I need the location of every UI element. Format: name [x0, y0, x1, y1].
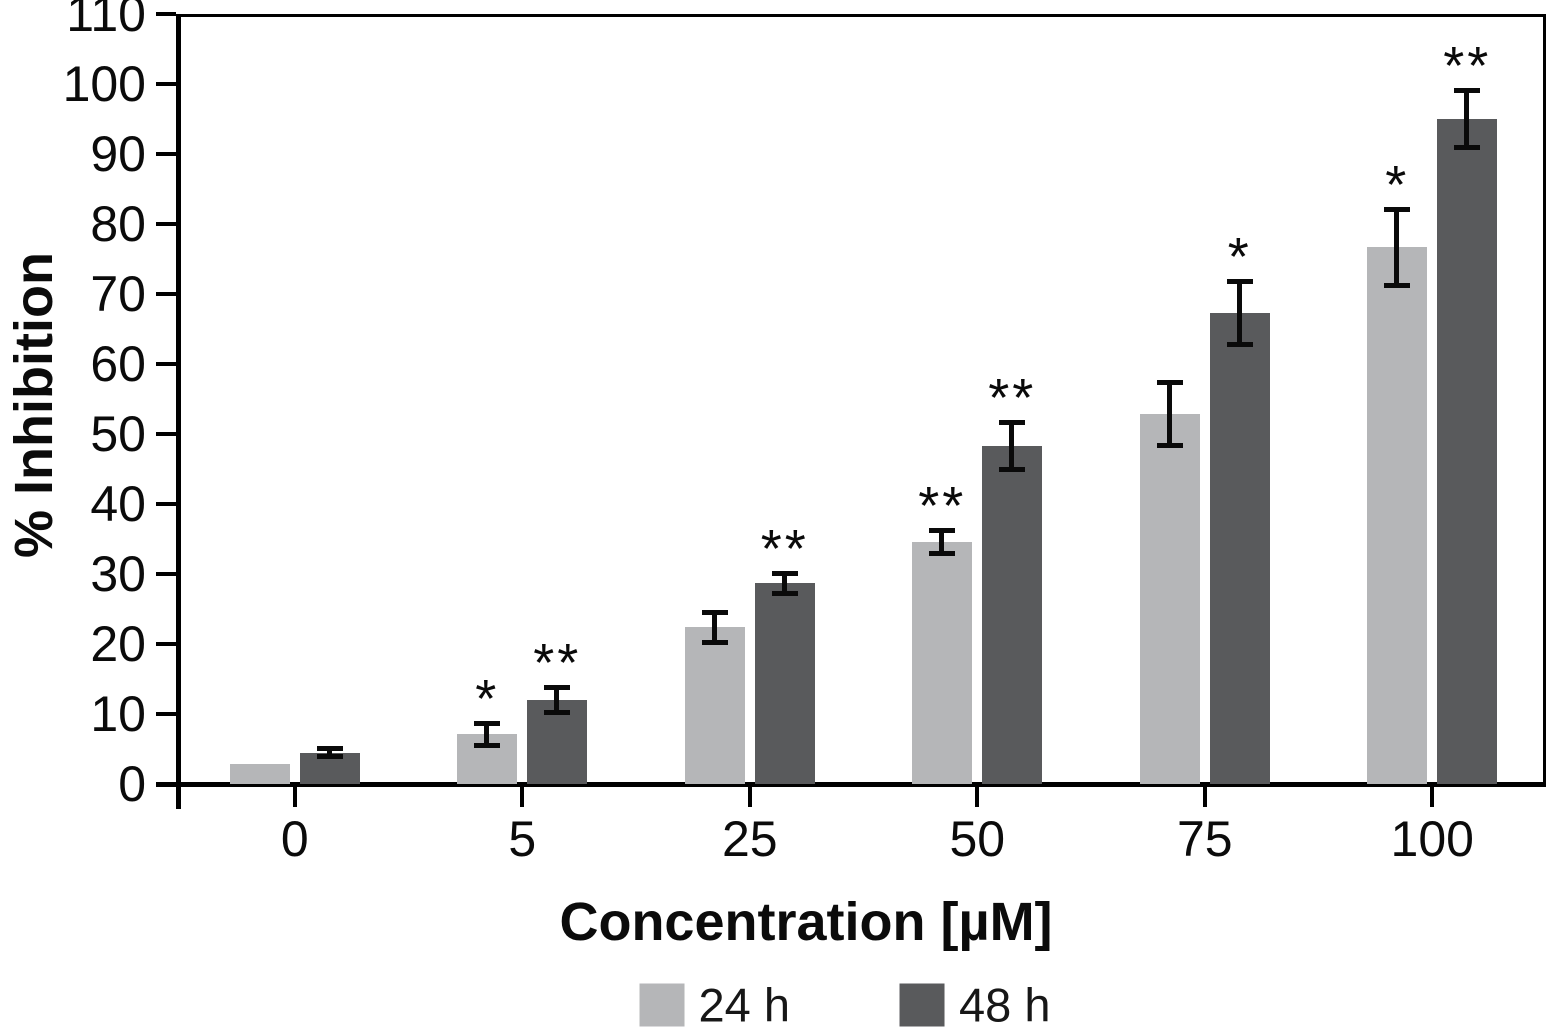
error-bar-cap — [929, 550, 956, 556]
x-tick-label: 50 — [949, 811, 1006, 867]
error-bar — [939, 529, 945, 554]
significance-marker: ** — [760, 518, 809, 579]
error-bar-cap — [474, 742, 501, 748]
error-bar — [484, 723, 490, 746]
bar-24h-0 — [229, 764, 290, 784]
error-bar-cap — [316, 754, 343, 760]
bar-48h-50 — [982, 445, 1043, 784]
significance-marker: ** — [988, 368, 1037, 429]
significance-marker: * — [1227, 226, 1252, 287]
x-tick — [1202, 787, 1207, 807]
error-bar — [1394, 208, 1400, 286]
y-tick — [156, 12, 176, 16]
error-bar-cap — [1454, 145, 1481, 151]
y-tick-label: 10 — [90, 686, 146, 742]
error-bar-cap — [701, 609, 728, 615]
bar-48h-25 — [754, 583, 815, 784]
top-spine — [176, 14, 1546, 17]
x-tick — [975, 787, 980, 807]
error-bar — [1009, 422, 1015, 470]
y-tick — [156, 362, 176, 366]
significance-marker: * — [1385, 154, 1410, 215]
error-bar-cap — [1156, 442, 1183, 448]
legend-label-24h: 24 h — [698, 978, 790, 1030]
y-tick-label: 50 — [90, 406, 146, 462]
x-tick-label: 25 — [721, 811, 778, 867]
x-tick — [292, 787, 297, 807]
y-tick — [156, 572, 176, 576]
significance-marker: * — [475, 669, 500, 730]
y-tick — [156, 222, 176, 226]
error-bar-cap — [771, 570, 798, 576]
legend-item-24h: 24 h — [639, 978, 790, 1030]
x-axis-title: Concentration [µM] — [559, 892, 1053, 952]
legend-label-48h: 48 h — [959, 978, 1051, 1030]
error-bar-cap — [999, 466, 1026, 472]
error-bar — [1236, 280, 1242, 346]
y-tick — [156, 152, 176, 156]
x-tick-label: 5 — [508, 811, 537, 867]
error-bar-cap — [1226, 278, 1253, 284]
bar-48h-100 — [1437, 119, 1498, 784]
x-tick — [520, 787, 525, 807]
y-tick-label: 20 — [90, 616, 146, 672]
x-axis-line — [156, 782, 1546, 787]
error-bar-cap — [1454, 87, 1481, 93]
x-tick — [747, 787, 752, 807]
error-bar-cap — [1156, 379, 1183, 385]
significance-marker: ** — [918, 475, 967, 536]
error-bar-cap — [771, 590, 798, 596]
y-tick — [156, 82, 176, 86]
bar-24h-50 — [912, 541, 973, 784]
y-tick — [156, 642, 176, 646]
error-bar-cap — [1384, 206, 1411, 212]
error-bar — [711, 611, 717, 643]
right-spine — [1543, 14, 1546, 787]
x-tick — [1430, 787, 1435, 807]
y-tick-label: 70 — [90, 266, 146, 322]
bar-24h-25 — [684, 627, 745, 784]
x-tick-label: 100 — [1390, 811, 1474, 867]
y-axis-line — [176, 14, 181, 809]
error-bar-cap — [316, 745, 343, 751]
error-bar — [326, 747, 332, 758]
significance-marker: ** — [533, 633, 582, 694]
y-tick-label: 110 — [66, 0, 146, 42]
y-tick-label: 80 — [90, 196, 146, 252]
error-bar-cap — [544, 685, 571, 691]
x-tick-label: 75 — [1176, 811, 1233, 867]
error-bar — [781, 572, 787, 594]
y-tick-label: 60 — [90, 336, 146, 392]
y-tick-label: 90 — [90, 126, 146, 182]
error-bar — [1464, 89, 1470, 149]
error-bar-cap — [701, 639, 728, 645]
y-tick — [156, 782, 176, 786]
bar-24h-100 — [1367, 247, 1428, 784]
bar-48h-75 — [1209, 312, 1270, 784]
error-bar-cap — [1384, 282, 1411, 288]
y-tick — [156, 502, 176, 506]
legend: 24 h 48 h — [639, 978, 1050, 1030]
bar-24h-75 — [1139, 413, 1200, 784]
y-tick-label: 0 — [118, 756, 146, 812]
error-bar-cap — [1226, 342, 1253, 348]
y-tick-label: 30 — [90, 546, 146, 602]
legend-swatch-24h — [639, 983, 685, 1027]
significance-marker: ** — [1443, 35, 1492, 96]
error-bar — [1166, 381, 1172, 446]
y-tick-label: 40 — [90, 476, 146, 532]
y-tick — [156, 712, 176, 716]
y-tick — [156, 292, 176, 296]
error-bar-cap — [999, 420, 1026, 426]
legend-swatch-48h — [900, 983, 945, 1027]
y-tick-label: 100 — [62, 56, 146, 112]
legend-item-48h: 48 h — [900, 978, 1050, 1030]
error-bar-cap — [474, 721, 501, 727]
y-tick — [156, 432, 176, 436]
error-bar — [554, 687, 560, 713]
error-bar-cap — [544, 709, 571, 715]
error-bar-cap — [929, 527, 956, 533]
x-tick-label: 0 — [280, 811, 309, 867]
